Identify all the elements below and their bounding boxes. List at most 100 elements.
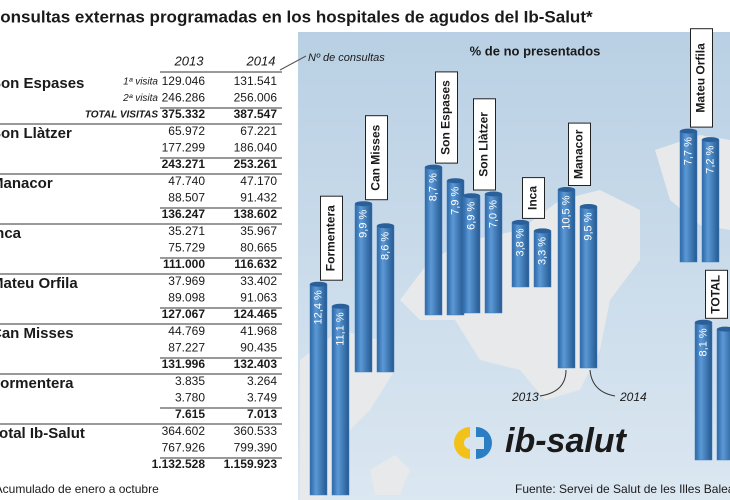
- value-label: 11,1 %: [334, 312, 346, 346]
- bar-top: [463, 193, 480, 199]
- bar: [716, 328, 730, 461]
- category-label: Son Espases: [439, 80, 453, 155]
- category-label: Can Misses: [369, 124, 383, 190]
- bar-top: [512, 219, 529, 225]
- table-cell: 253.261: [234, 157, 278, 171]
- table-cell: 116.632: [234, 257, 277, 271]
- bar-top: [447, 178, 464, 184]
- value-label: 9,5 %: [582, 212, 594, 240]
- logo: ib-salut: [454, 422, 628, 460]
- row-label: 1ª visita: [123, 77, 158, 88]
- value-label: 8,6 %: [379, 232, 391, 260]
- category-box: [320, 195, 343, 281]
- hospital-name: Inca: [0, 225, 22, 242]
- table-cell: 91.432: [240, 191, 277, 205]
- table-cell: 47.740: [168, 174, 205, 188]
- category-label: Son Llàtzer: [477, 112, 491, 177]
- category-box: [568, 122, 591, 186]
- table-cell: 127.067: [162, 307, 206, 321]
- table-cell: 90.435: [240, 341, 277, 355]
- legend-pointer: [589, 369, 616, 397]
- table-cell: 80.665: [240, 241, 277, 255]
- table-cell: 138.602: [234, 207, 278, 221]
- table-cell: 7.013: [247, 407, 277, 421]
- category-label: TOTAL: [709, 275, 723, 314]
- value-label: 6,9 %: [465, 201, 477, 229]
- table-cell: 246.286: [162, 91, 206, 105]
- bar-top: [717, 326, 730, 332]
- table-cell: 3.749: [247, 391, 277, 405]
- footnote: *Acumulado de enero a octubre: [0, 482, 159, 496]
- table-cell: 33.402: [240, 274, 277, 288]
- hospital-name: Son Llàtzer: [0, 125, 72, 142]
- logo-icon: [476, 427, 492, 459]
- category-box: [522, 177, 545, 219]
- category-box: [690, 28, 713, 128]
- legend-pointer: [539, 369, 567, 397]
- table-cell: 44.769: [168, 324, 205, 338]
- bar-top: [425, 164, 442, 170]
- bar-top: [355, 201, 372, 207]
- table-cell: 35.967: [240, 224, 277, 238]
- title: Consultas externas programadas en los ho…: [0, 7, 593, 26]
- logo-text: ib-salut: [505, 422, 628, 460]
- bar-top: [534, 228, 551, 234]
- table-cell: 360.533: [234, 424, 278, 438]
- table-cell: 136.247: [162, 207, 206, 221]
- table-cell: 124.465: [234, 307, 278, 321]
- table-cell: 3.835: [175, 374, 205, 388]
- table-cell: 132.403: [234, 357, 278, 371]
- table-cell: 88.507: [168, 191, 205, 205]
- category-label: Formentera: [324, 205, 338, 271]
- bar-top: [558, 187, 575, 192]
- hospital-name: Total Ib-Salut: [0, 425, 85, 442]
- table-cell: 129.046: [162, 74, 206, 88]
- hospital-name: Can Misses: [0, 325, 74, 342]
- table-cell: 1.132.528: [152, 457, 206, 471]
- table-cell: 131.541: [234, 74, 278, 88]
- table-cell: 1.159.923: [224, 457, 278, 471]
- hospital-name: Son Espases: [0, 75, 84, 92]
- table-cell: 87.227: [168, 341, 205, 355]
- category-label: Mateu Orfila: [694, 43, 708, 113]
- category-label: Manacor: [572, 129, 586, 179]
- table-cell: 41.968: [240, 324, 277, 338]
- table-cell: 243.271: [162, 157, 206, 171]
- legend-label: 2014: [619, 390, 647, 404]
- bar-top: [310, 281, 327, 287]
- value-label: 3,3 %: [536, 237, 548, 265]
- table-cell: 7.615: [175, 407, 205, 421]
- value-label: 8,7 %: [427, 173, 439, 201]
- table-cell: 35.271: [168, 224, 205, 238]
- table-cell: 47.170: [240, 174, 277, 188]
- bar-top: [377, 223, 394, 229]
- table-cell: 37.969: [168, 274, 205, 288]
- table-cell: 375.332: [162, 107, 206, 121]
- value-label: 10,5 %: [560, 195, 572, 229]
- bar-top: [695, 319, 712, 325]
- table-cell: 186.040: [234, 141, 278, 155]
- row-label: 2ª visita: [122, 93, 158, 104]
- table-cell: 3.264: [247, 374, 277, 388]
- value-label: 7,7 %: [682, 137, 694, 165]
- row-label: TOTAL VISITAS: [85, 110, 158, 121]
- table-cell: 256.006: [234, 91, 278, 105]
- table-cell: 799.390: [234, 441, 278, 455]
- value-label: 3,8 %: [514, 228, 526, 256]
- hospital-name: Manacor: [0, 175, 53, 192]
- value-label: 7,9 %: [449, 186, 461, 214]
- table-cell: 65.972: [168, 124, 205, 138]
- category-box: [705, 269, 728, 319]
- hospital-name: Mateu Orfila: [0, 275, 78, 292]
- column-header: 2014: [246, 53, 276, 68]
- bar-top: [332, 303, 349, 309]
- table-cell: 387.547: [234, 107, 278, 121]
- value-label: 7,2 %: [704, 145, 716, 173]
- bar-top: [702, 137, 719, 143]
- category-box: [365, 115, 388, 201]
- bar-top: [680, 128, 697, 134]
- category-label: Inca: [526, 186, 540, 210]
- bar-top: [485, 191, 502, 197]
- bar-top: [580, 204, 597, 209]
- table-cell: 3.780: [175, 391, 205, 405]
